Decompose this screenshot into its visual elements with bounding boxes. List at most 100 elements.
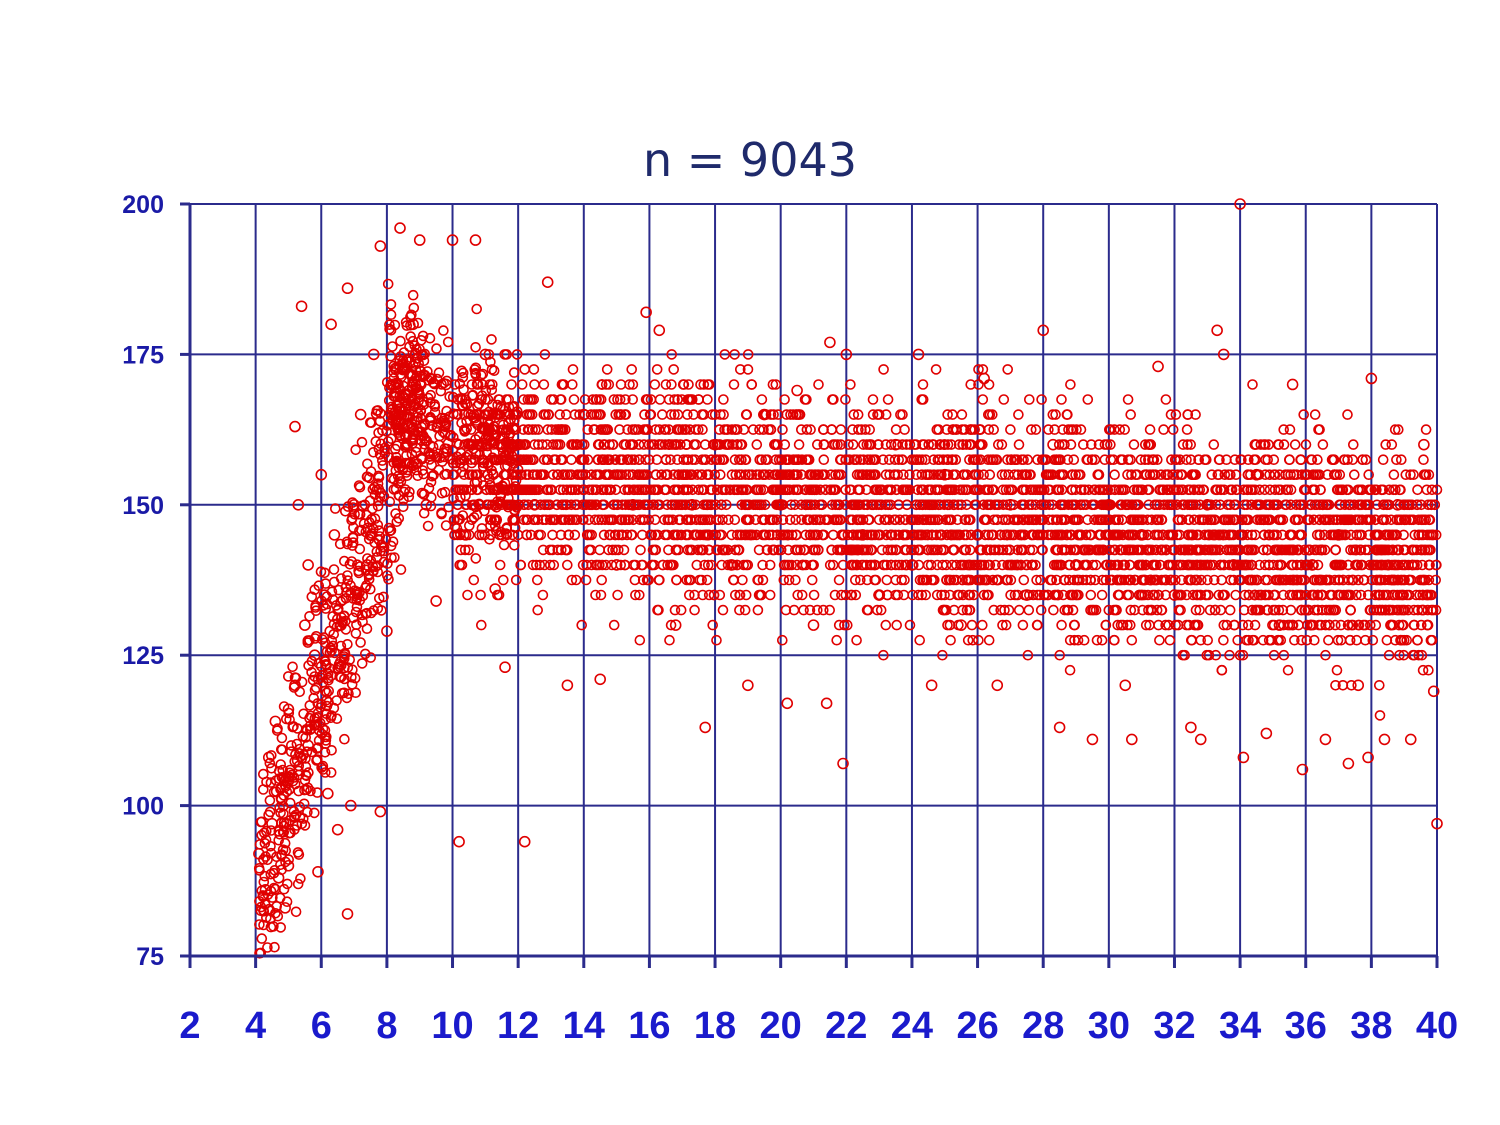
data-point — [1035, 499, 1047, 511]
data-point — [1285, 604, 1297, 616]
data-point — [1221, 454, 1232, 466]
data-point — [678, 379, 690, 390]
data-point — [844, 454, 855, 466]
data-point — [1181, 424, 1193, 435]
data-point — [656, 469, 667, 481]
data-point — [530, 559, 542, 571]
data-point — [778, 559, 790, 571]
data-point — [672, 409, 684, 420]
data-point — [811, 604, 823, 616]
data-point — [557, 469, 569, 481]
data-point — [552, 424, 564, 435]
data-point — [408, 425, 420, 437]
data-point — [423, 392, 434, 404]
data-point — [630, 589, 641, 601]
data-point — [1224, 604, 1236, 616]
data-point — [861, 499, 873, 511]
data-point — [390, 451, 402, 463]
data-point — [689, 604, 700, 616]
data-point — [736, 499, 748, 511]
data-point — [649, 514, 661, 526]
data-point — [968, 589, 979, 601]
data-point — [864, 529, 876, 541]
data-point — [1287, 589, 1299, 601]
data-point — [1263, 439, 1274, 450]
data-point — [418, 507, 430, 519]
data-point — [287, 661, 298, 673]
data-point — [1078, 559, 1090, 571]
data-point — [1217, 348, 1230, 361]
data-point — [583, 484, 595, 496]
data-point — [703, 589, 715, 601]
data-point — [279, 902, 291, 914]
data-point — [1005, 574, 1017, 586]
data-point — [425, 411, 436, 423]
data-point — [393, 462, 405, 474]
data-point — [1202, 574, 1213, 586]
data-point — [1214, 499, 1226, 511]
data-point — [1003, 484, 1015, 496]
data-point — [1380, 439, 1391, 450]
data-point — [643, 574, 654, 586]
data-point — [1195, 589, 1207, 601]
data-point — [259, 870, 271, 882]
data-point — [544, 544, 556, 556]
data-point — [1285, 499, 1296, 511]
data-point — [1065, 439, 1077, 450]
data-point — [598, 484, 609, 496]
data-point — [1077, 574, 1089, 586]
data-point — [916, 499, 928, 511]
data-point — [804, 469, 815, 481]
data-point — [314, 717, 326, 729]
data-point — [561, 544, 573, 556]
data-point — [461, 423, 473, 434]
data-point — [797, 559, 809, 571]
data-point — [885, 559, 897, 571]
data-point — [931, 424, 943, 435]
data-point — [1241, 634, 1252, 646]
data-point — [899, 514, 911, 526]
data-point — [917, 394, 929, 405]
data-point — [1024, 589, 1035, 601]
data-point — [616, 514, 627, 526]
data-point — [863, 469, 875, 481]
data-point — [395, 564, 407, 575]
data-point — [792, 469, 803, 481]
data-point — [796, 454, 808, 466]
data-point — [1218, 619, 1230, 631]
data-point — [1209, 604, 1221, 616]
data-point — [1064, 634, 1076, 646]
data-point — [892, 439, 903, 450]
data-point — [1164, 634, 1176, 646]
data-point — [643, 514, 655, 526]
data-point — [516, 379, 528, 390]
data-point — [1211, 544, 1223, 556]
data-point — [1205, 544, 1217, 556]
data-point — [1234, 198, 1246, 210]
data-point — [538, 409, 550, 420]
data-point — [1194, 604, 1205, 616]
data-point — [1429, 499, 1441, 511]
data-point — [1025, 469, 1036, 481]
data-point — [946, 454, 958, 466]
data-point — [965, 439, 977, 450]
data-point — [1185, 574, 1196, 586]
data-point — [833, 574, 845, 586]
data-point — [801, 394, 812, 405]
data-point — [754, 424, 765, 435]
data-point — [725, 559, 737, 571]
data-point — [565, 484, 577, 496]
data-point — [1237, 751, 1250, 764]
data-point — [1243, 454, 1254, 466]
data-point — [1312, 589, 1323, 601]
data-point — [551, 499, 563, 511]
data-point — [1418, 454, 1429, 466]
data-point — [1348, 439, 1359, 450]
data-point — [960, 514, 972, 526]
data-point — [1300, 484, 1312, 496]
data-point — [1063, 574, 1075, 586]
data-point — [1295, 499, 1307, 511]
data-point — [518, 835, 531, 848]
data-point — [1306, 454, 1318, 466]
data-point — [1091, 634, 1103, 646]
